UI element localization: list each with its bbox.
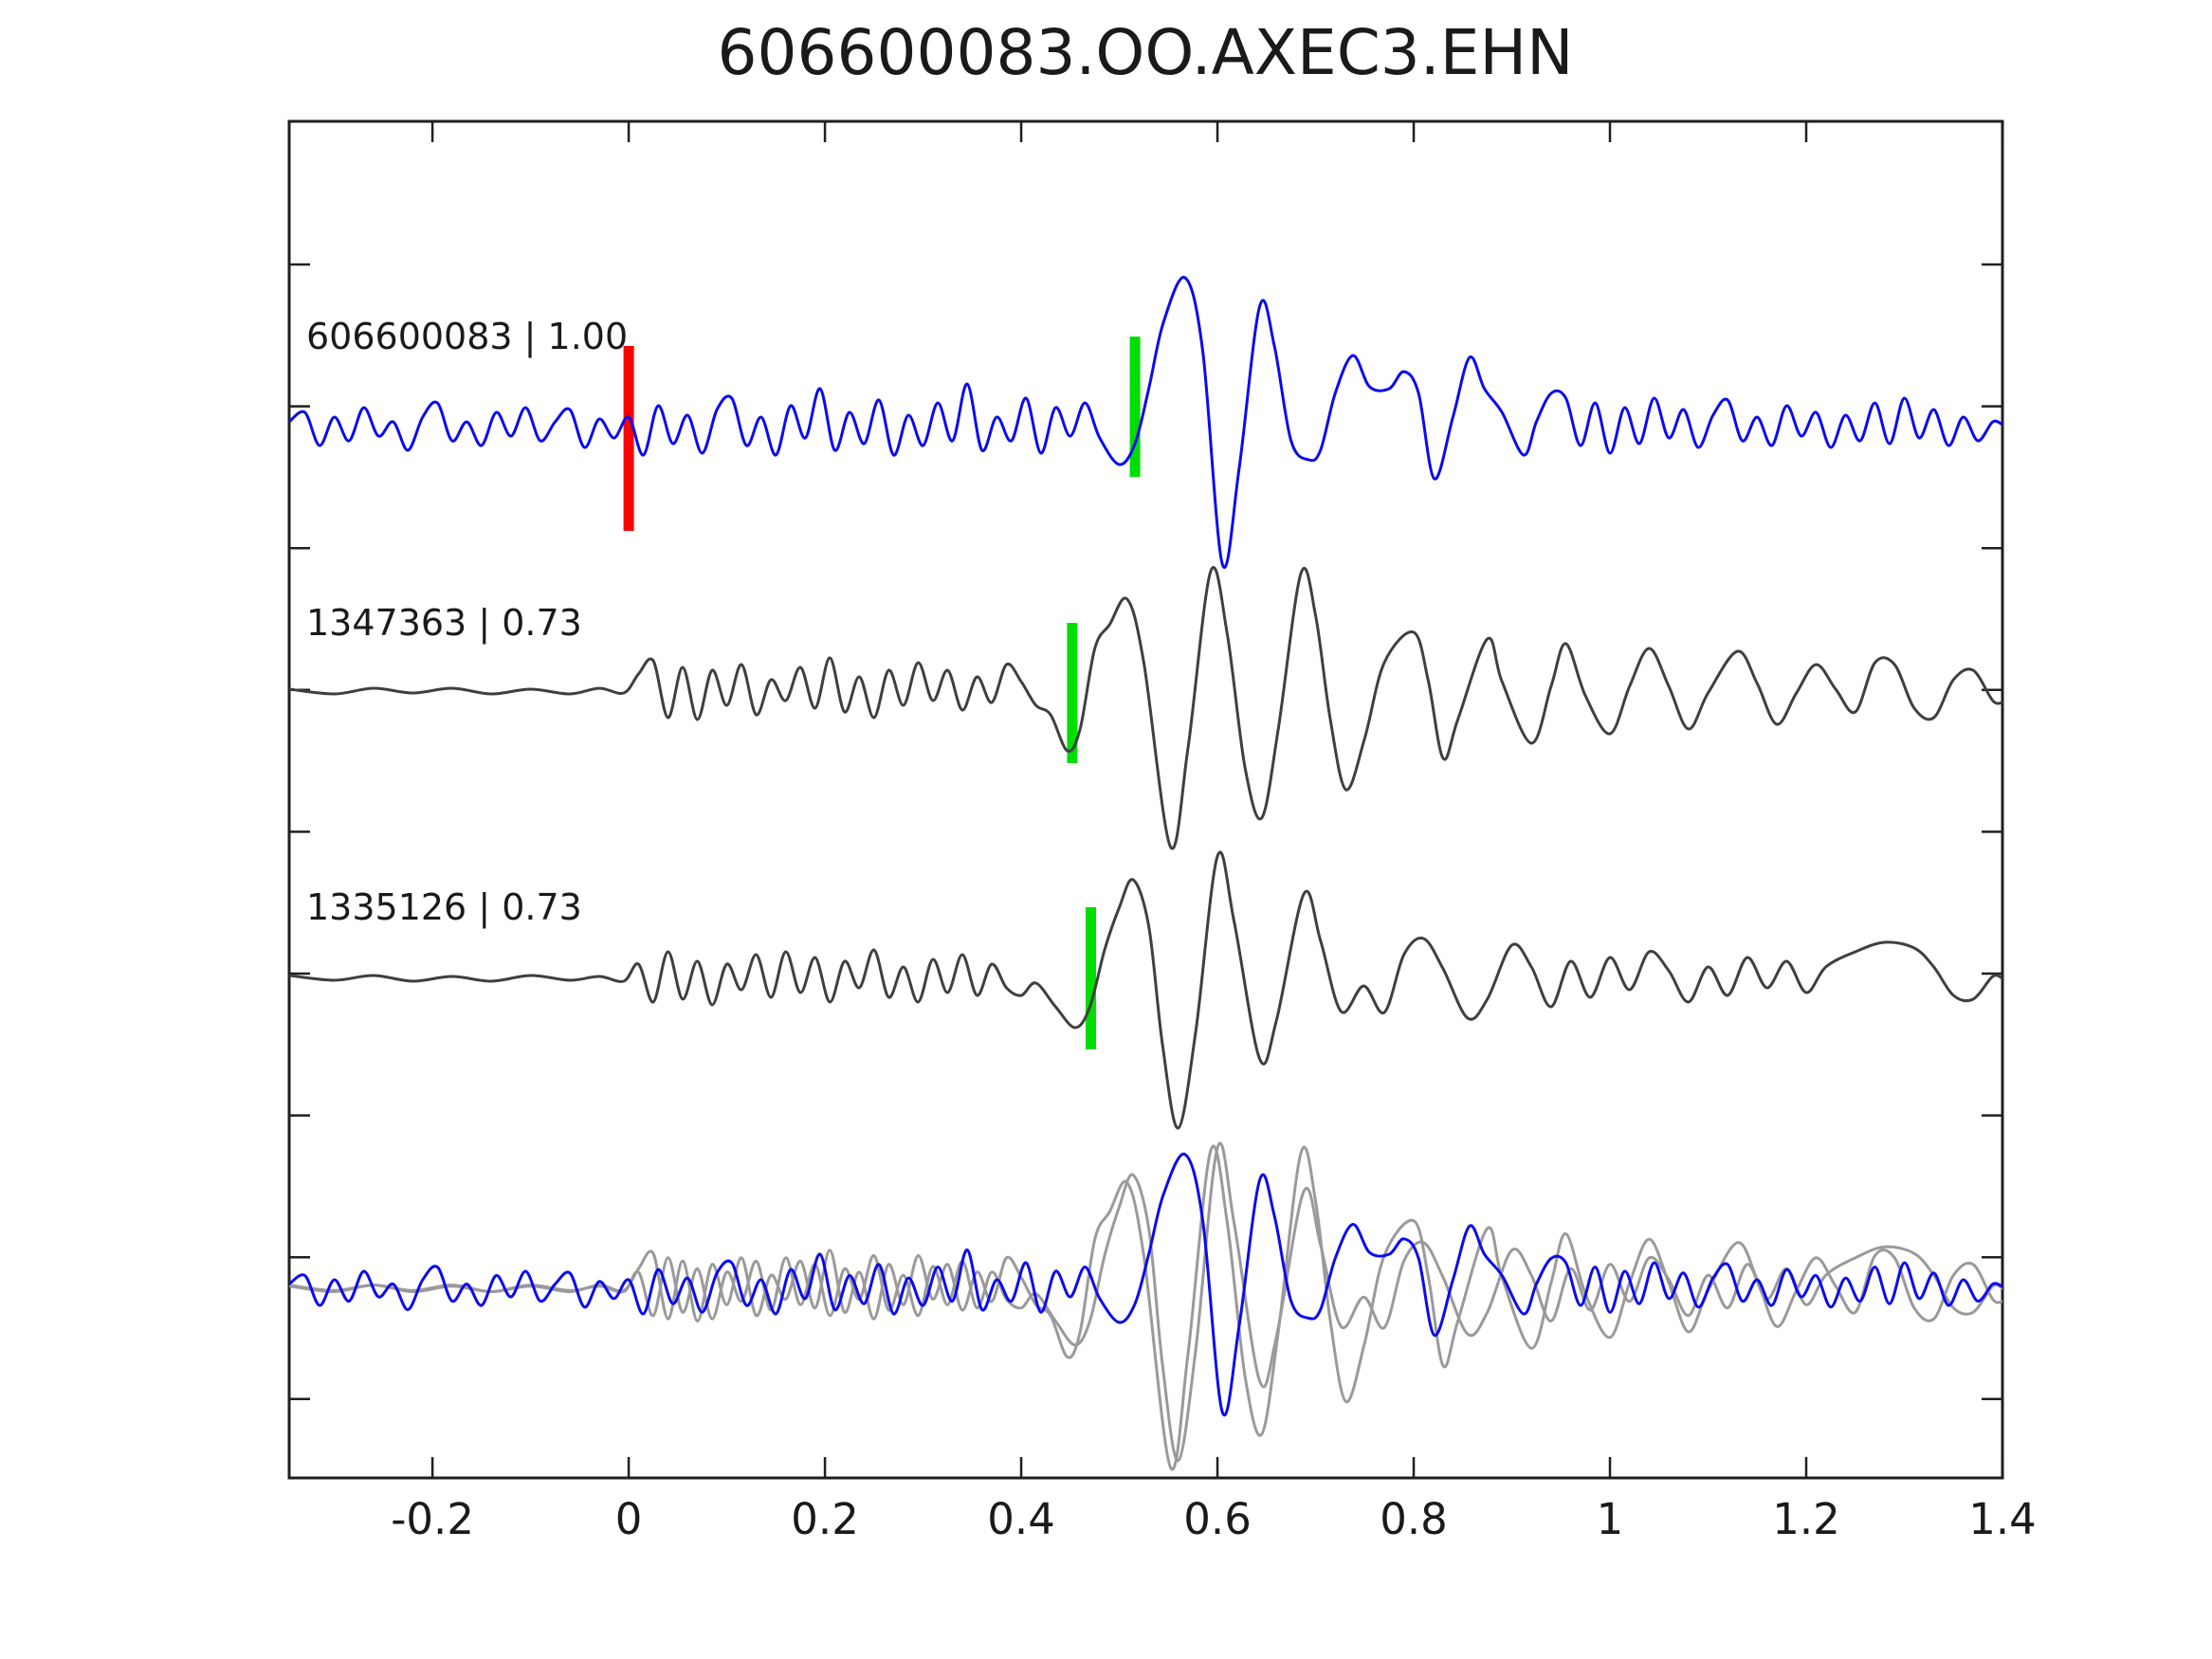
pick-time-marker	[1086, 907, 1096, 1049]
axis-ticks	[289, 121, 2004, 1478]
pick-time-marker	[1067, 623, 1078, 763]
x-tick-label: 1.4	[1968, 1494, 2037, 1544]
overlay-trace-target	[289, 1153, 2002, 1416]
overlay-trace-det1	[289, 1144, 2002, 1471]
chart-title: 606600083.OO.AXEC3.EHN	[718, 16, 1574, 89]
x-tick-label: 0.2	[791, 1494, 859, 1544]
x-tick-label: 1.2	[1772, 1494, 1840, 1544]
waveform-traces	[289, 276, 2002, 1471]
overlay-trace-det2	[289, 1141, 2002, 1463]
waveform-trace-det2	[289, 850, 2002, 1130]
waveform-trace-det1	[289, 566, 2002, 850]
x-tick-label: 0	[615, 1494, 643, 1544]
x-tick-label: 1	[1597, 1494, 1624, 1544]
pick-markers	[623, 337, 1141, 1049]
x-tick-labels: -0.2 0 0.2 0.4 0.6 0.8 1 1.2 1.4	[391, 1494, 2037, 1544]
reference-time-marker	[623, 346, 634, 531]
pick-time-marker	[1129, 337, 1141, 477]
waveform-trace-target	[289, 276, 2002, 569]
x-tick-label: 0.8	[1380, 1494, 1448, 1544]
trace-label-det1: 1347363 | 0.73	[306, 602, 582, 645]
x-tick-label: -0.2	[391, 1494, 474, 1544]
trace-label-target: 606600083 | 1.00	[306, 316, 628, 358]
x-tick-label: 0.4	[987, 1494, 1055, 1544]
trace-label-det2: 1335126 | 0.73	[306, 886, 582, 929]
trace-labels: 606600083 | 1.00 1347363 | 0.73 1335126 …	[306, 316, 628, 929]
x-tick-label: 0.6	[1183, 1494, 1252, 1544]
axes-border	[287, 119, 2004, 1480]
